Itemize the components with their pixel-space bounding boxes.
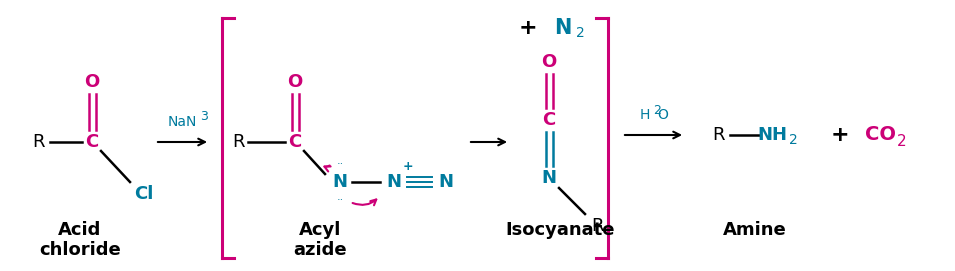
Text: N: N	[541, 169, 557, 187]
Text: 3: 3	[200, 111, 208, 124]
Text: Cl: Cl	[135, 185, 154, 203]
Text: H: H	[640, 108, 650, 122]
Text: R: R	[591, 217, 604, 235]
Text: N: N	[438, 173, 454, 191]
Text: O: O	[541, 53, 557, 71]
Text: Acid: Acid	[58, 221, 101, 239]
Text: +: +	[403, 160, 414, 173]
Text: chloride: chloride	[39, 241, 121, 259]
Text: R: R	[711, 126, 724, 144]
Text: C: C	[85, 133, 98, 151]
Text: R: R	[32, 133, 44, 151]
Text: CO: CO	[864, 125, 896, 144]
Text: Amine: Amine	[723, 221, 787, 239]
Text: R: R	[232, 133, 244, 151]
Text: ··: ··	[336, 195, 344, 205]
Text: C: C	[288, 133, 302, 151]
Text: +: +	[519, 18, 538, 38]
Text: NaN: NaN	[167, 115, 197, 129]
Text: O: O	[658, 108, 668, 122]
Text: N: N	[332, 173, 348, 191]
Text: C: C	[542, 111, 556, 129]
Text: 2: 2	[653, 104, 661, 117]
Text: ··: ··	[336, 159, 344, 169]
Text: +: +	[831, 125, 849, 145]
Text: N: N	[554, 18, 572, 38]
Text: O: O	[287, 73, 303, 91]
Text: Isocyanate: Isocyanate	[505, 221, 615, 239]
Text: 2: 2	[897, 134, 906, 149]
Text: O: O	[84, 73, 99, 91]
Text: 2: 2	[576, 26, 584, 40]
Text: N: N	[387, 173, 401, 191]
Text: 2: 2	[789, 133, 797, 147]
Text: NH: NH	[757, 126, 787, 144]
Text: azide: azide	[293, 241, 347, 259]
Text: Acyl: Acyl	[299, 221, 341, 239]
